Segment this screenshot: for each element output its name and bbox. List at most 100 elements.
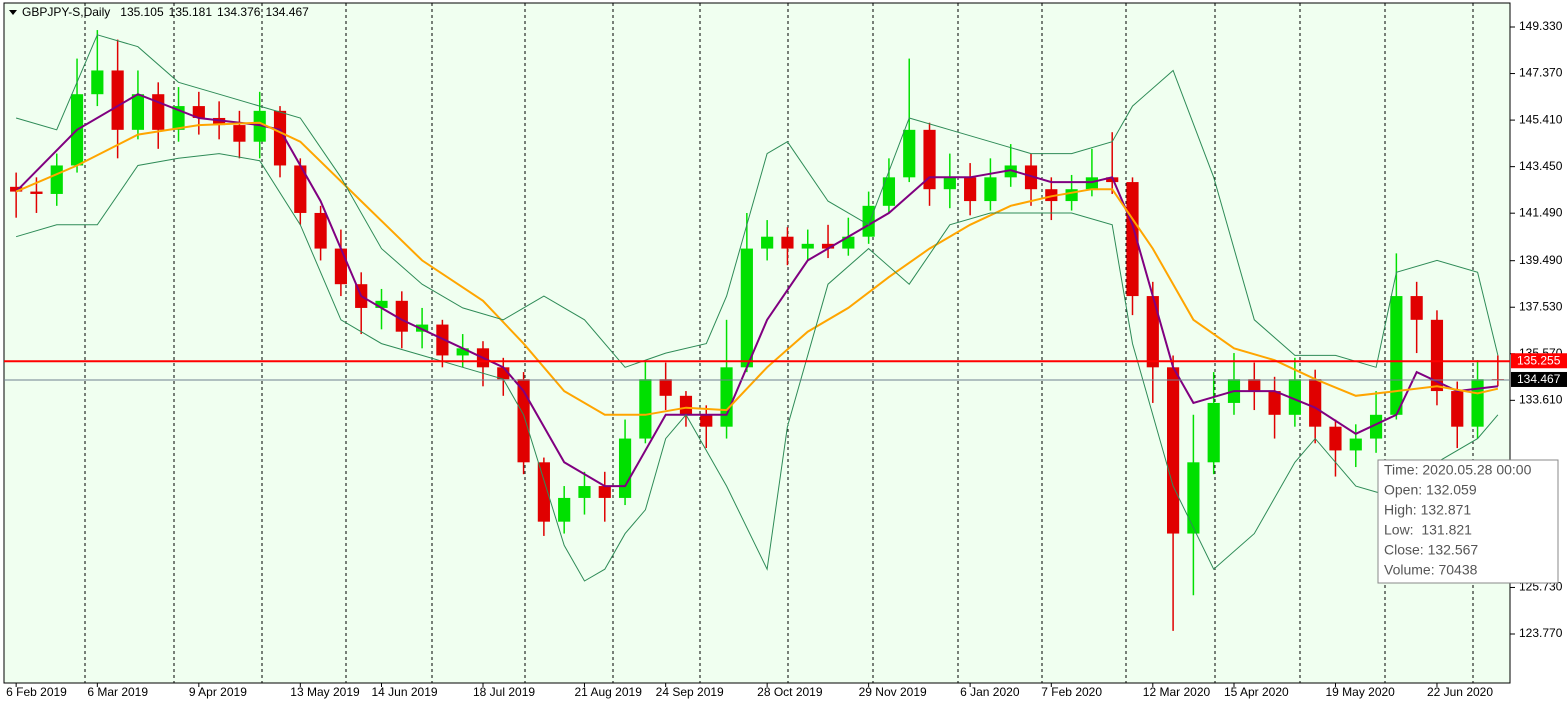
candle-body [273, 110, 287, 166]
candle-body [1004, 165, 1017, 178]
candle-body [1126, 182, 1139, 297]
candle-body [1065, 189, 1078, 202]
candle-body [294, 165, 307, 213]
price-label-box [1511, 371, 1567, 387]
price-label-box [1511, 353, 1567, 369]
x-tick-label: 9 Apr 2019 [189, 685, 247, 699]
marks [10, 26, 1515, 687]
candle-body [91, 70, 104, 95]
candle-body [497, 367, 510, 380]
candle-body [253, 110, 266, 142]
header-value: 134.467 [265, 5, 309, 19]
y-tick-label: 123.770 [1519, 626, 1563, 640]
candle-body [903, 129, 916, 178]
candle-body [882, 177, 896, 206]
candle-body [1471, 379, 1484, 427]
candle-body [1288, 379, 1301, 415]
candle-body [192, 106, 205, 118]
candle-body [1268, 391, 1281, 415]
candle-body [842, 236, 855, 249]
header-value: 135.105 [120, 5, 164, 19]
indicator-line [15, 121, 1499, 416]
candle-body [862, 205, 875, 237]
candle-body [1369, 414, 1383, 439]
candle-body [1024, 165, 1038, 190]
price-label: 135.255 [1517, 353, 1561, 367]
candle-body [659, 379, 672, 396]
candle-body [943, 177, 956, 190]
candle-body [456, 348, 469, 356]
tooltip-box [1377, 459, 1559, 584]
y-tick-label: 145.410 [1519, 112, 1563, 126]
candle-body [984, 177, 997, 202]
candle-body [740, 248, 753, 368]
x-tick-label: 28 Oct 2019 [757, 685, 823, 699]
x-tick-label: 14 Jun 2019 [372, 685, 438, 699]
x-tick-label: 29 Nov 2019 [859, 685, 927, 699]
x-tick-label: 13 May 2019 [290, 685, 360, 699]
candle-body [781, 236, 794, 249]
tooltip-line: Close: 132.567 [1384, 542, 1478, 558]
y-tick-label: 147.370 [1519, 66, 1563, 80]
tooltip-line: Time: 2020.05.28 00:00 [1384, 462, 1532, 478]
candle-body [1410, 296, 1423, 320]
candle-body [578, 486, 591, 498]
candle-body [1248, 379, 1261, 392]
indicator-line [15, 153, 1499, 582]
y-tick-label: 139.490 [1519, 253, 1563, 267]
candle-body [1187, 462, 1200, 534]
y-tick-label: 137.530 [1519, 299, 1563, 313]
x-tick-label: 6 Jan 2020 [960, 685, 1020, 699]
y-tick-label: 143.450 [1519, 159, 1563, 173]
candle-body [50, 165, 63, 194]
candle-body [639, 379, 652, 439]
candle-body [1167, 367, 1180, 534]
header-value: 134.376 [217, 5, 261, 19]
candle-body [1085, 177, 1098, 190]
x-tick-label: 12 Mar 2020 [1143, 685, 1211, 699]
indicator-line [15, 93, 1499, 488]
candle-body [436, 324, 449, 356]
candle-body [1451, 391, 1464, 427]
candle-body [1329, 426, 1342, 451]
price-label: 134.467 [1517, 372, 1561, 386]
chart-title: GBPJPY-S,Daily [22, 5, 110, 19]
menu-triangle [9, 10, 17, 15]
candle-body [314, 212, 327, 249]
candle-body [1390, 296, 1403, 415]
candle-body [761, 236, 774, 249]
candle-body [700, 414, 713, 427]
candle-body [334, 248, 347, 285]
candle-body [720, 367, 733, 427]
x-tick-label: 21 Aug 2019 [574, 685, 642, 699]
header-value: 135.181 [169, 5, 213, 19]
y-tick-label: 149.330 [1519, 19, 1563, 33]
candle-body [416, 324, 429, 332]
candle-body [537, 462, 550, 522]
y-tick-label: 133.610 [1519, 392, 1563, 406]
candle-body [558, 497, 571, 522]
candle-body [131, 94, 145, 130]
indicator-line [15, 34, 1499, 368]
x-tick-label: 7 Feb 2020 [1041, 685, 1102, 699]
x-tick-label: 24 Sep 2019 [656, 685, 724, 699]
candle-body [111, 70, 124, 130]
tooltip-line: Volume: 70438 [1384, 562, 1478, 578]
candle-body [1309, 379, 1322, 427]
x-tick-label: 18 Jul 2019 [473, 685, 535, 699]
x-tick-label: 6 Feb 2019 [6, 685, 67, 699]
x-tick-label: 19 May 2020 [1325, 685, 1395, 699]
tooltip: Time: 2020.05.28 00:00 Open: 132.059 High:… [1377, 459, 1559, 584]
candle-body [598, 486, 611, 498]
candle-body [964, 177, 977, 202]
candle-body [30, 191, 43, 194]
y-tick-label: 141.490 [1519, 205, 1563, 219]
candle-body [1349, 438, 1362, 451]
candle-body [923, 129, 936, 190]
x-tick-label: 22 Jun 2020 [1427, 685, 1493, 699]
candle-body [801, 243, 814, 249]
candle-body [1045, 189, 1058, 202]
candle-body [395, 300, 408, 332]
candle-body [213, 117, 226, 126]
